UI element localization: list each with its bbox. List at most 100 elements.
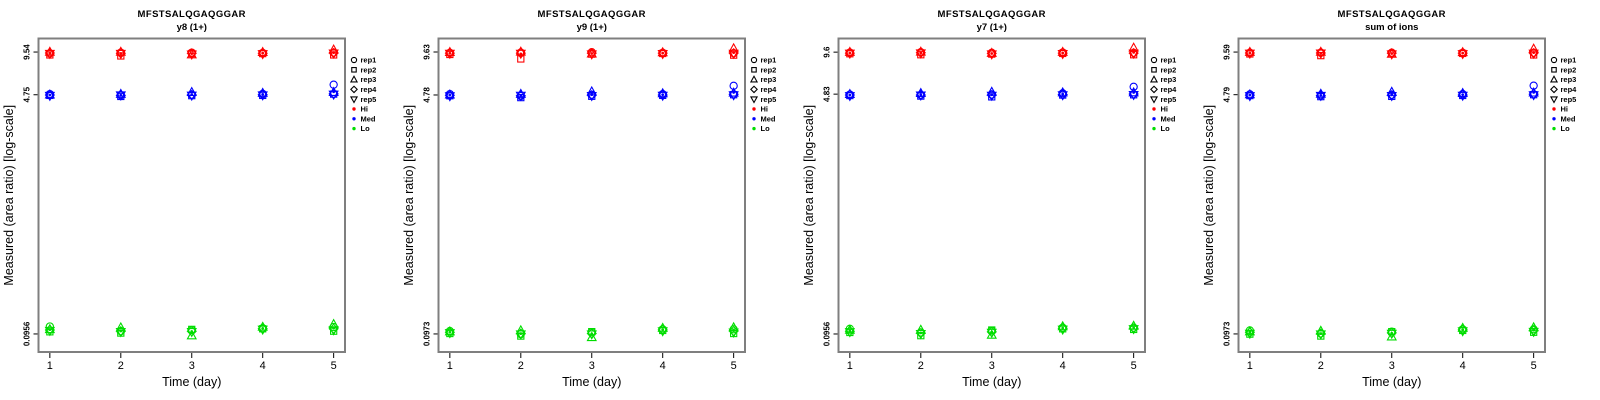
data-point-lo-rep5 [186, 328, 197, 338]
legend-circle-icon [350, 56, 358, 64]
data-point-lo-rep3 [586, 331, 597, 342]
data-point-mean-lo [119, 329, 123, 333]
data-point-med-rep3 [844, 88, 856, 99]
legend-item-label: Med [361, 114, 376, 123]
data-point-lo-rep5 [1386, 329, 1397, 340]
y-tick-label: 4.83 [823, 86, 832, 102]
panel-subtitle: y9 (1+) [577, 22, 607, 33]
y-axis-label: Measured (area ratio) [log-scale] [1202, 105, 1216, 286]
data-point-med-rep3 [1244, 88, 1256, 99]
legend-item-label: Hi [1561, 105, 1569, 114]
data-point-mean-hi [1319, 51, 1323, 55]
y-tick-label: 9.54 [23, 44, 32, 60]
legend-item-label: Med [761, 114, 776, 123]
panel-y8-1plus: MFSTSALQGAQGGAR y8 (1+) 9.54 4.75 0.0956 1 2 3 4… [0, 0, 400, 400]
x-tick-label: 2 [1318, 360, 1324, 372]
data-point-hi-rep4 [586, 47, 597, 59]
legend-item-label: rep2 [1561, 65, 1577, 74]
panel-subtitle: y8 (1+) [177, 22, 207, 33]
legend-hi-dot-icon [1552, 107, 1556, 111]
data-point-mean-med [519, 94, 523, 98]
legend-item-label: Hi [1161, 105, 1169, 114]
legend-triangle-up-icon [749, 75, 759, 83]
data-point-mean-lo [1319, 332, 1323, 336]
legend-med-dot-icon [352, 117, 356, 121]
legend-item-label: Med [1561, 114, 1576, 123]
legend-square-icon [1551, 67, 1557, 73]
x-tick-label: 5 [331, 360, 337, 372]
data-point-hi-rep5 [728, 49, 739, 60]
legend-item-label: Lo [761, 124, 771, 133]
x-tick-label: 1 [1247, 360, 1253, 372]
data-point-mean-lo [1461, 328, 1465, 332]
data-point-lo-rep5 [44, 326, 56, 337]
x-tick-label: 3 [589, 360, 595, 372]
plot-box [1237, 37, 1546, 353]
data-point-lo-rep5 [1315, 330, 1327, 340]
data-point-lo-rep5 [257, 325, 268, 336]
data-point-mean-med [1461, 93, 1465, 97]
legend-circle-icon [1550, 56, 1558, 64]
data-point-mean-hi [261, 51, 265, 55]
legend-lo-dot-icon [1152, 126, 1156, 131]
legend-item-label: rep2 [361, 65, 377, 74]
x-tick-label: 1 [847, 360, 853, 372]
data-point-lo-rep5 [515, 330, 527, 340]
data-point-mean-hi [590, 52, 594, 55]
data-point-med-rep5 [844, 92, 856, 102]
data-point-hi-rep5 [657, 50, 668, 60]
data-point-mean-hi [519, 52, 523, 56]
data-point-lo-rep5 [328, 326, 339, 336]
data-point-mean-hi [919, 51, 923, 55]
legend-diamond-icon [350, 85, 358, 94]
data-point-mean-lo [1061, 326, 1065, 330]
legend-item-label: Med [1161, 114, 1176, 123]
data-point-lo-rep4 [1057, 323, 1068, 334]
data-point-med-rep5 [44, 91, 56, 102]
data-point-med-rep5 [915, 91, 927, 102]
x-tick-label: 3 [189, 360, 195, 372]
x-axis-label: Time (day) [162, 375, 221, 389]
legend-item-label: rep4 [1561, 85, 1578, 94]
data-point-mean-med [119, 93, 123, 97]
data-point-mean-med [590, 93, 594, 97]
plot-box [437, 37, 746, 353]
data-point-mean-lo [590, 332, 594, 336]
x-tick-label: 5 [731, 360, 737, 372]
data-point-med-rep5 [515, 91, 527, 102]
data-point-hi-rep5 [915, 49, 927, 59]
legend-circle-icon [1150, 56, 1158, 64]
data-point-mean-med [448, 93, 452, 97]
x-tick-label: 5 [1131, 360, 1137, 372]
panel-sum-of-ions: MFSTSALQGAQGGAR sum of ions 9.59 4.79 0.0973… [1200, 0, 1600, 400]
data-point-lo-rep5 [115, 328, 127, 338]
x-tick-label: 2 [918, 360, 924, 372]
data-point-mean-lo [848, 329, 852, 333]
data-point-mean-med [1319, 94, 1323, 97]
data-point-mean-hi [1461, 51, 1465, 55]
legend-triangle-down-icon [749, 96, 759, 104]
x-tick-label: 2 [118, 360, 124, 372]
legend-item-label: rep3 [761, 75, 777, 84]
data-point-med-rep5 [115, 91, 127, 101]
data-point-mean-lo [732, 329, 736, 333]
legend-item-label: Hi [761, 105, 769, 114]
data-point-hi-rep5 [1386, 50, 1397, 60]
legend-triangle-up-icon [349, 75, 359, 83]
data-point-mean-hi [1132, 50, 1136, 54]
legend-item-label: rep1 [361, 56, 377, 65]
data-point-hi-rep5 [257, 50, 268, 60]
x-tick-label: 5 [1531, 360, 1537, 372]
data-point-hi-rep5 [986, 50, 997, 60]
x-axis-label: Time (day) [562, 375, 621, 389]
data-point-hi-rep5 [186, 50, 197, 60]
data-point-mean-lo [990, 330, 994, 334]
data-point-mean-med [1532, 90, 1536, 94]
data-point-mean-lo [1248, 330, 1252, 334]
legend-med-dot-icon [1552, 117, 1556, 121]
data-point-mean-hi [1248, 51, 1252, 55]
data-point-mean-hi [448, 51, 452, 55]
